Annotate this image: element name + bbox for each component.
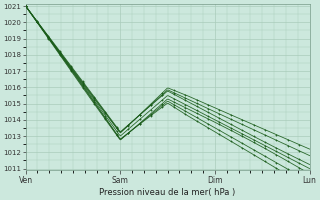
- X-axis label: Pression niveau de la mer( hPa ): Pression niveau de la mer( hPa ): [100, 188, 236, 197]
